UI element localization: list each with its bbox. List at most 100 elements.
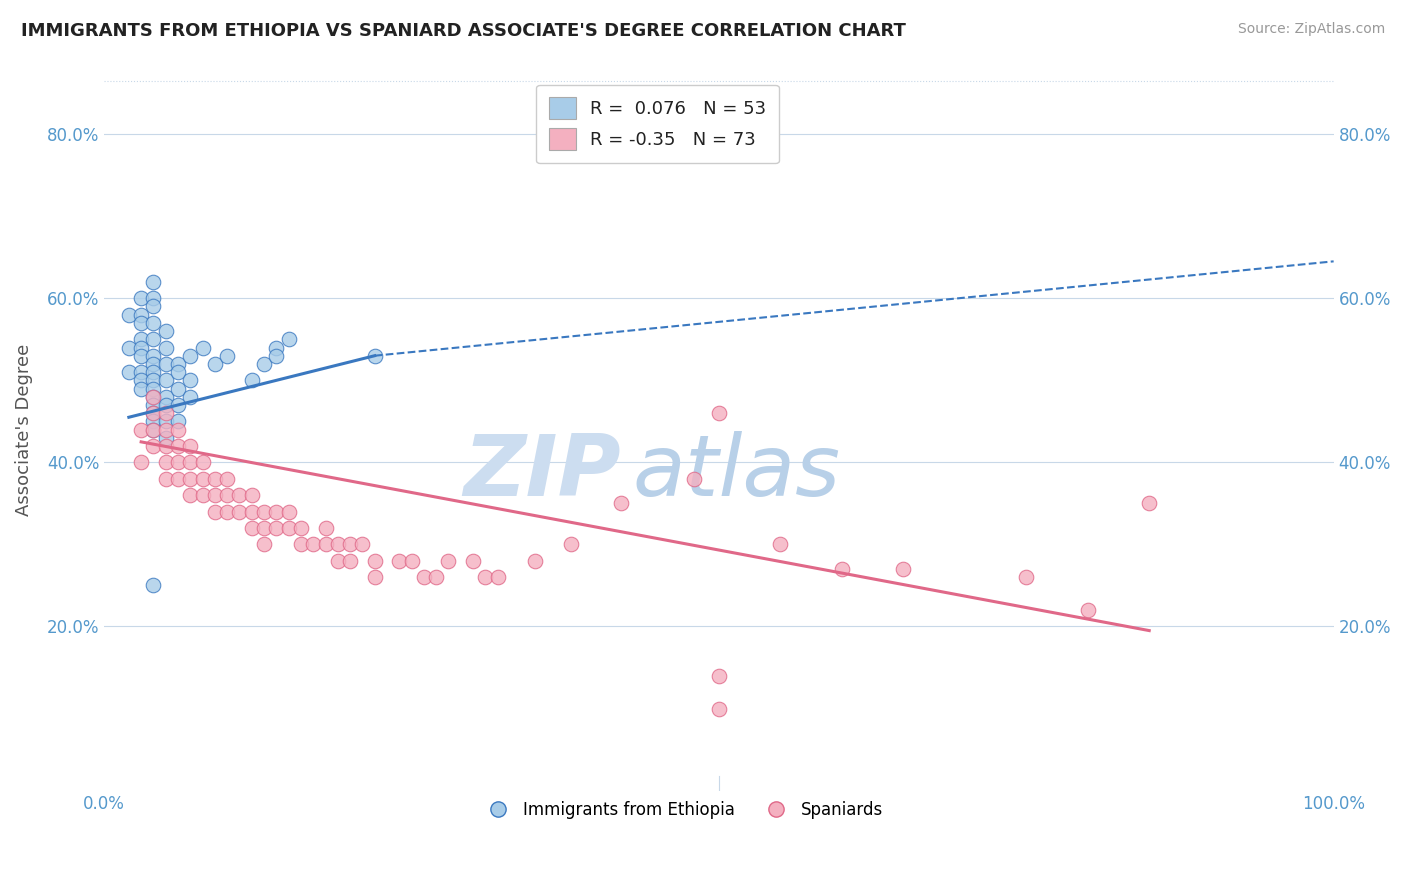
Point [401, 554, 423, 568]
Point [204, 472, 226, 486]
Point [118, 365, 141, 379]
Point [1015, 570, 1038, 584]
Point [179, 455, 201, 469]
Point [129, 308, 152, 322]
Point [228, 488, 250, 502]
Point [155, 472, 177, 486]
Point [191, 488, 214, 502]
Point [315, 537, 337, 551]
Point [352, 537, 374, 551]
Point [277, 505, 299, 519]
Point [142, 300, 165, 314]
Point [204, 488, 226, 502]
Point [142, 423, 165, 437]
Point [142, 275, 165, 289]
Point [129, 455, 152, 469]
Point [253, 521, 276, 535]
Point [179, 488, 201, 502]
Point [315, 521, 337, 535]
Point [204, 357, 226, 371]
Point [142, 382, 165, 396]
Point [129, 332, 152, 346]
Point [142, 332, 165, 346]
Point [228, 505, 250, 519]
Point [142, 578, 165, 592]
Point [167, 357, 190, 371]
Point [523, 554, 546, 568]
Point [240, 521, 263, 535]
Point [266, 341, 288, 355]
Point [240, 373, 263, 387]
Point [142, 357, 165, 371]
Point [769, 537, 792, 551]
Point [486, 570, 509, 584]
Point [364, 349, 387, 363]
Point [179, 373, 201, 387]
Point [1077, 603, 1099, 617]
Point [707, 669, 730, 683]
Point [129, 365, 152, 379]
Point [179, 472, 201, 486]
Point [253, 357, 276, 371]
Point [129, 349, 152, 363]
Text: atlas: atlas [633, 432, 841, 515]
Point [339, 554, 361, 568]
Point [277, 332, 299, 346]
Point [118, 341, 141, 355]
Point [142, 316, 165, 330]
Point [217, 472, 239, 486]
Point [302, 537, 325, 551]
Point [142, 414, 165, 428]
Point [191, 472, 214, 486]
Point [129, 291, 152, 305]
Point [290, 521, 312, 535]
Text: Source: ZipAtlas.com: Source: ZipAtlas.com [1237, 22, 1385, 37]
Point [155, 414, 177, 428]
Point [179, 349, 201, 363]
Point [129, 423, 152, 437]
Point [142, 291, 165, 305]
Point [831, 562, 853, 576]
Point [290, 537, 312, 551]
Point [118, 308, 141, 322]
Legend: Immigrants from Ethiopia, Spaniards: Immigrants from Ethiopia, Spaniards [474, 794, 890, 826]
Point [142, 406, 165, 420]
Point [364, 554, 387, 568]
Y-axis label: Associate's Degree: Associate's Degree [15, 343, 32, 516]
Text: ZIP: ZIP [463, 432, 620, 515]
Point [217, 505, 239, 519]
Point [412, 570, 434, 584]
Point [326, 537, 349, 551]
Point [155, 373, 177, 387]
Point [339, 537, 361, 551]
Point [129, 373, 152, 387]
Point [253, 505, 276, 519]
Point [240, 488, 263, 502]
Point [167, 455, 190, 469]
Point [167, 414, 190, 428]
Point [142, 398, 165, 412]
Point [142, 423, 165, 437]
Point [155, 390, 177, 404]
Point [388, 554, 411, 568]
Point [425, 570, 447, 584]
Point [437, 554, 460, 568]
Point [155, 431, 177, 445]
Point [142, 349, 165, 363]
Point [179, 390, 201, 404]
Point [155, 406, 177, 420]
Point [155, 455, 177, 469]
Point [560, 537, 582, 551]
Point [474, 570, 496, 584]
Point [142, 373, 165, 387]
Point [155, 398, 177, 412]
Point [129, 382, 152, 396]
Point [204, 505, 226, 519]
Point [129, 341, 152, 355]
Point [1137, 496, 1160, 510]
Point [142, 406, 165, 420]
Point [326, 554, 349, 568]
Point [683, 472, 706, 486]
Point [155, 341, 177, 355]
Point [167, 382, 190, 396]
